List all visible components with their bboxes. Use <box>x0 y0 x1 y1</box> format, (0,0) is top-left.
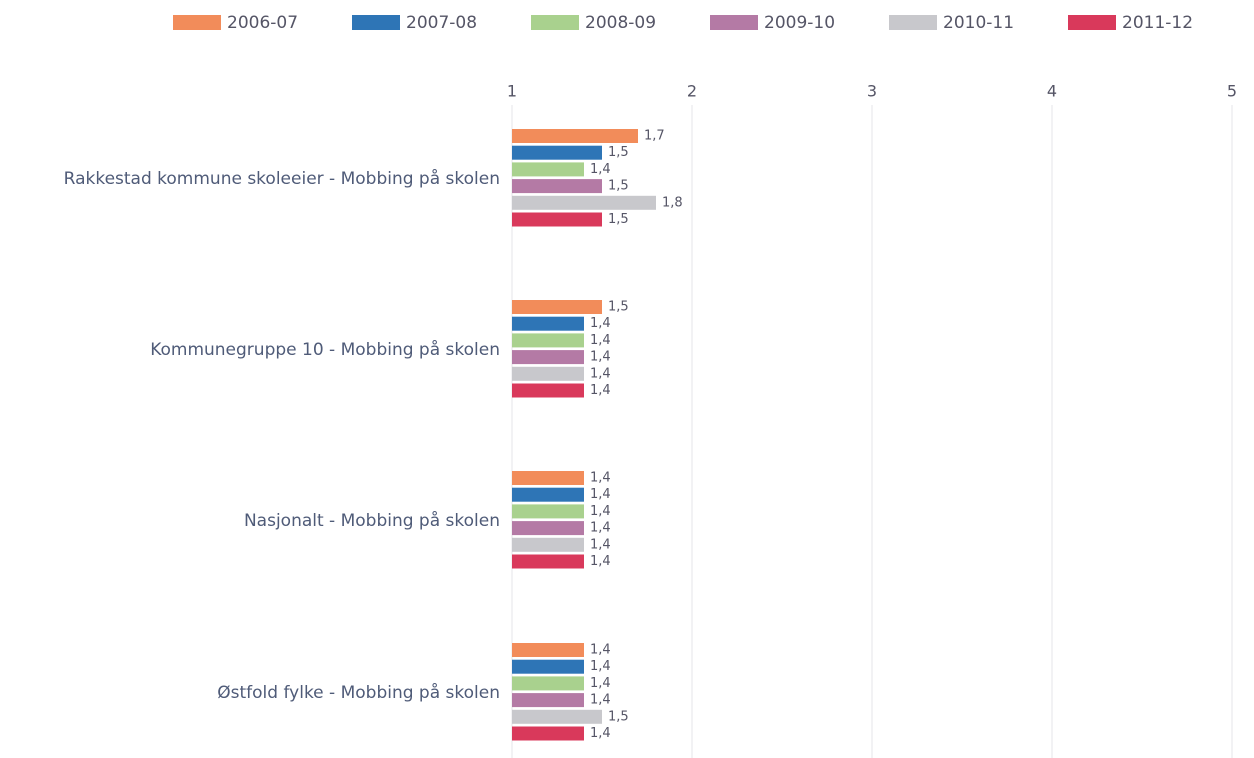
bar <box>512 383 584 398</box>
legend-swatch <box>710 15 758 30</box>
value-label: 1,4 <box>590 554 611 569</box>
legend-label: 2008-09 <box>585 13 656 33</box>
value-label: 1,5 <box>608 709 629 724</box>
bar <box>512 366 584 381</box>
x-tick-label: 4 <box>1047 82 1057 101</box>
x-tick-label: 3 <box>867 82 877 101</box>
value-label: 1,4 <box>590 676 611 691</box>
bar <box>512 709 602 724</box>
bar <box>512 333 584 348</box>
bar <box>512 145 602 160</box>
x-tick-label: 5 <box>1227 82 1237 101</box>
legend-swatch <box>889 15 937 30</box>
x-tick-label: 2 <box>687 82 697 101</box>
value-label: 1,4 <box>590 316 611 331</box>
bar <box>512 316 584 331</box>
bar <box>512 129 638 143</box>
value-label: 1,4 <box>590 521 611 536</box>
legend-label: 2011-12 <box>1122 13 1193 33</box>
value-label: 1,8 <box>662 195 683 210</box>
bar <box>512 179 602 194</box>
bar <box>512 521 584 536</box>
category-label: Rakkestad kommune skoleeier - Mobbing på… <box>63 169 500 190</box>
value-label: 1,4 <box>590 643 611 658</box>
bar <box>512 693 584 708</box>
value-label: 1,4 <box>590 726 611 741</box>
value-label: 1,5 <box>608 145 629 160</box>
value-label: 1,7 <box>644 129 665 144</box>
category-label: Nasjonalt - Mobbing på skolen <box>243 511 500 532</box>
bar <box>512 659 584 674</box>
value-label: 1,5 <box>608 179 629 194</box>
value-label: 1,5 <box>608 300 629 315</box>
bar <box>512 300 602 314</box>
value-label: 1,5 <box>608 212 629 227</box>
bar <box>512 643 584 657</box>
legend-label: 2006-07 <box>227 13 298 33</box>
value-label: 1,4 <box>590 162 611 177</box>
value-label: 1,4 <box>590 659 611 674</box>
bar <box>512 162 584 177</box>
category-label: Kommunegruppe 10 - Mobbing på skolen <box>150 340 500 361</box>
value-label: 1,4 <box>590 537 611 552</box>
bar <box>512 350 584 365</box>
legend-swatch <box>531 15 579 30</box>
bar <box>512 676 584 691</box>
bar <box>512 487 584 502</box>
value-label: 1,4 <box>590 471 611 486</box>
category-label: Østfold fylke - Mobbing på skolen <box>217 683 500 704</box>
legend-swatch <box>173 15 221 30</box>
legend-label: 2007-08 <box>406 13 477 33</box>
bar <box>512 471 584 485</box>
bar <box>512 726 584 741</box>
value-label: 1,4 <box>590 693 611 708</box>
value-label: 1,4 <box>590 504 611 519</box>
legend-label: 2010-11 <box>943 13 1014 33</box>
bar <box>512 504 584 519</box>
value-label: 1,4 <box>590 350 611 365</box>
legend-swatch <box>1068 15 1116 30</box>
bar <box>512 537 584 552</box>
value-label: 1,4 <box>590 333 611 348</box>
bar <box>512 212 602 227</box>
bar <box>512 195 656 210</box>
value-label: 1,4 <box>590 487 611 502</box>
legend-swatch <box>352 15 400 30</box>
x-tick-label: 1 <box>507 82 517 101</box>
value-label: 1,4 <box>590 366 611 381</box>
value-label: 1,4 <box>590 383 611 398</box>
bar <box>512 554 584 569</box>
legend-label: 2009-10 <box>764 13 835 33</box>
